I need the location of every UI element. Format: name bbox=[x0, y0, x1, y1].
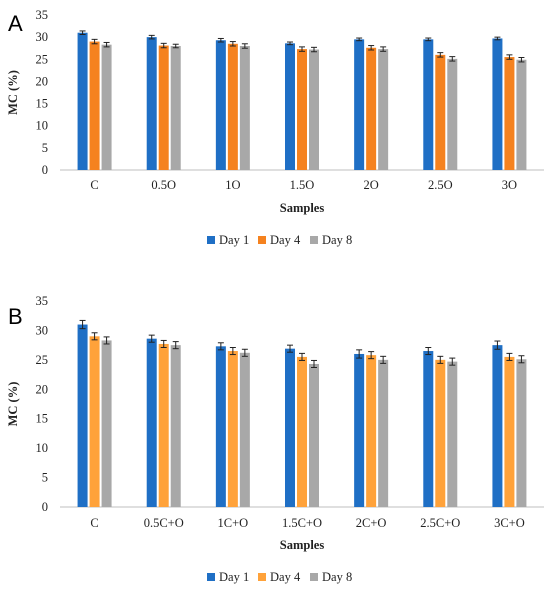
bar bbox=[309, 49, 319, 170]
bar bbox=[378, 359, 389, 507]
x-tick-label: C bbox=[90, 516, 98, 530]
legend-label: Day 1 bbox=[219, 570, 249, 584]
bar bbox=[516, 59, 527, 170]
bar bbox=[239, 352, 250, 507]
bar bbox=[435, 54, 446, 170]
bar bbox=[89, 336, 100, 507]
bar bbox=[89, 41, 100, 171]
y-axis-title: MC (%) bbox=[6, 70, 20, 115]
bar bbox=[516, 359, 527, 507]
panel-letter: B bbox=[8, 304, 23, 329]
x-axis-title: Samples bbox=[280, 201, 325, 215]
panel-letter: A bbox=[8, 11, 23, 36]
y-tick-label: 20 bbox=[36, 74, 49, 88]
y-tick-label: 10 bbox=[36, 441, 49, 455]
y-tick-label: 30 bbox=[36, 323, 49, 337]
bar bbox=[239, 46, 250, 170]
legend-swatch bbox=[258, 573, 266, 581]
x-tick-label: 0.5O bbox=[151, 178, 176, 192]
y-tick-label: 15 bbox=[36, 97, 49, 111]
bar bbox=[146, 338, 157, 507]
bar bbox=[170, 46, 181, 170]
y-tick-label: 25 bbox=[36, 353, 49, 367]
bar bbox=[77, 32, 88, 170]
bar bbox=[447, 361, 458, 507]
bar bbox=[366, 47, 377, 171]
legend-swatch bbox=[207, 236, 215, 244]
bar bbox=[423, 351, 434, 507]
x-tick-label: 3C+O bbox=[494, 516, 525, 530]
x-tick-label: 2O bbox=[364, 178, 379, 192]
bar bbox=[492, 38, 503, 170]
bar bbox=[366, 355, 377, 507]
x-tick-label: 2.5C+O bbox=[420, 516, 460, 530]
bar bbox=[101, 44, 112, 170]
bar bbox=[447, 58, 458, 170]
bar bbox=[504, 57, 515, 171]
y-tick-label: 0 bbox=[42, 500, 48, 514]
x-tick-label: 3O bbox=[502, 178, 517, 192]
bar bbox=[492, 345, 503, 507]
y-tick-label: 25 bbox=[36, 52, 49, 66]
x-tick-label: 2.5O bbox=[428, 178, 453, 192]
x-tick-label: C bbox=[90, 178, 98, 192]
x-tick-label: 1C+O bbox=[218, 516, 249, 530]
y-axis-title: MC (%) bbox=[6, 382, 20, 427]
bar bbox=[170, 345, 181, 507]
bar bbox=[354, 353, 365, 507]
bar bbox=[158, 343, 169, 507]
x-tick-label: 2C+O bbox=[356, 516, 387, 530]
bar bbox=[285, 43, 295, 170]
bar bbox=[435, 359, 446, 507]
bar bbox=[504, 356, 515, 507]
y-tick-label: 5 bbox=[42, 141, 48, 155]
y-tick-label: 30 bbox=[36, 30, 49, 44]
bar bbox=[297, 356, 307, 507]
legend-swatch bbox=[310, 573, 318, 581]
legend-label: Day 4 bbox=[270, 570, 301, 584]
y-tick-label: 0 bbox=[42, 163, 48, 177]
legend-swatch bbox=[207, 573, 215, 581]
bar bbox=[215, 346, 226, 507]
legend-label: Day 4 bbox=[270, 233, 301, 247]
bar bbox=[297, 49, 307, 170]
bar bbox=[146, 37, 157, 171]
y-tick-label: 15 bbox=[36, 412, 49, 426]
x-tick-label: 1O bbox=[225, 178, 240, 192]
bar bbox=[354, 39, 365, 170]
x-axis-title: Samples bbox=[280, 538, 325, 552]
x-tick-label: 1.5O bbox=[290, 178, 315, 192]
y-tick-label: 10 bbox=[36, 119, 49, 133]
legend-label: Day 8 bbox=[322, 233, 352, 247]
legend-label: Day 1 bbox=[219, 233, 249, 247]
bar bbox=[309, 363, 319, 507]
legend-swatch bbox=[310, 236, 318, 244]
legend-swatch bbox=[258, 236, 266, 244]
x-tick-label: 1.5C+O bbox=[282, 516, 322, 530]
y-tick-label: 5 bbox=[42, 471, 48, 485]
bar bbox=[227, 351, 238, 507]
bar bbox=[423, 39, 434, 170]
legend-label: Day 8 bbox=[322, 570, 352, 584]
bar bbox=[101, 340, 112, 507]
bar bbox=[158, 45, 169, 170]
bar bbox=[285, 348, 295, 507]
bar bbox=[215, 40, 226, 170]
bar bbox=[227, 43, 238, 170]
y-tick-label: 20 bbox=[36, 382, 49, 396]
bar bbox=[77, 324, 88, 507]
x-tick-label: 0.5C+O bbox=[144, 516, 184, 530]
bar bbox=[378, 49, 389, 170]
chart-panel-a: A 0 5 10 15 20 25 30 35 MC (%) C 0.5O 1O 1.5O 2O 2.5O 3O… bbox=[6, 8, 544, 247]
y-tick-label: 35 bbox=[36, 8, 49, 22]
chart-panel-b: B 0 5 10 15 20 25 30 35 MC (%) C 0.5C+O 1C+O 1.5C+O 2C… bbox=[6, 294, 544, 584]
y-tick-label: 35 bbox=[36, 294, 49, 308]
